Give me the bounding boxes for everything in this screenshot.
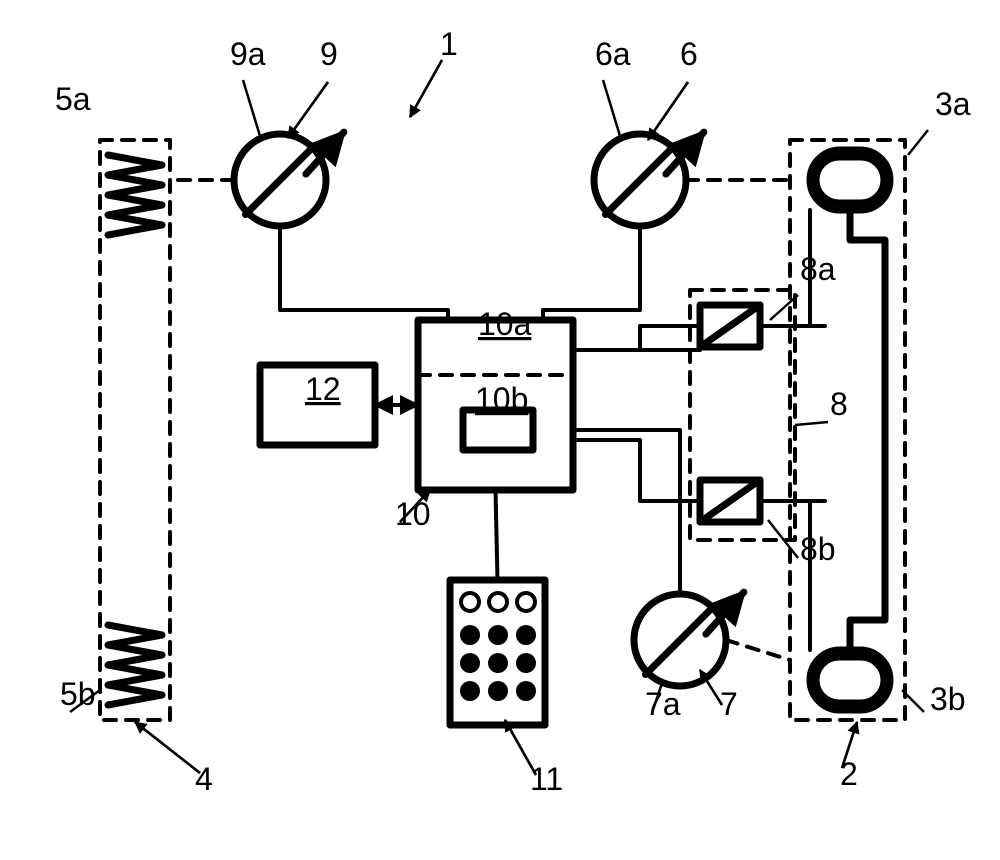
label-valve_group: 8: [830, 386, 848, 422]
label-ctrl_sub: 10b: [475, 381, 528, 417]
label-gauge_tr: 6: [680, 36, 698, 72]
label-gauge_br: 7: [720, 686, 738, 722]
label-ctrl: 10: [395, 496, 431, 532]
label-system_label: 1: [440, 26, 458, 62]
label-gauge_tr_ptr: 6a: [595, 36, 631, 72]
label-spring_bot: 5b: [60, 676, 96, 712]
label-gauge_tl_ptr: 9a: [230, 36, 266, 72]
label-valve_bot: 8b: [800, 531, 836, 567]
label-tire_bot: 3b: [930, 681, 966, 717]
label-ctrl_top: 10a: [478, 306, 532, 342]
label-left_group: 4: [195, 761, 213, 797]
label-keypad: 11: [530, 761, 563, 797]
label-right_group: 2: [840, 756, 858, 792]
label-tire_top: 3a: [935, 86, 971, 122]
label-gauge_br_ptr: 7a: [645, 686, 681, 722]
label-ext_box: 12: [305, 371, 341, 407]
circuit-diagram: 123a3b45a5b66a77a88a8b99a1010a10b1112: [0, 0, 1000, 860]
label-gauge_tl: 9: [320, 36, 338, 72]
label-spring_top: 5a: [55, 81, 91, 117]
label-valve_top: 8a: [800, 251, 836, 287]
